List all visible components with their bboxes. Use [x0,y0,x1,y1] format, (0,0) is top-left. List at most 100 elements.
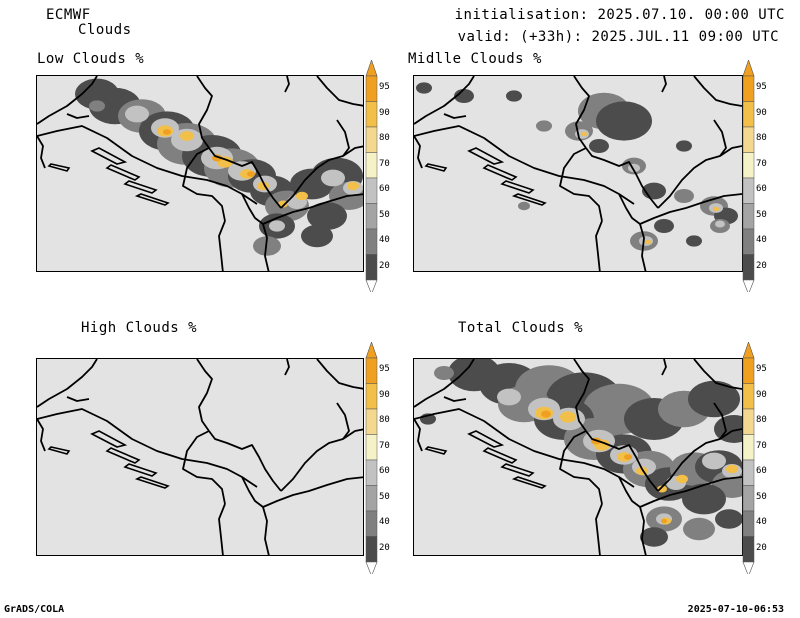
island-outline [482,164,518,181]
colorbar-band-50 [365,203,378,230]
initialisation-time: initialisation: 2025.07.10. 00:00 UTC [454,7,785,23]
colorbar-band-20 [742,536,755,563]
colorbar-label: 95 [756,364,767,374]
colorbar-max-triangle [742,59,755,77]
island-outline [500,180,535,194]
total-clouds-field [414,359,742,555]
high-clouds-title: High Clouds % [81,320,198,336]
border-line [639,506,647,555]
colorbar-label: 40 [379,235,390,245]
border-line [262,476,363,508]
colorbar-min-triangle [742,561,755,577]
cloud-cell [321,169,345,187]
colorbar-label: 70 [379,158,390,169]
colorbar-band-40 [742,510,755,537]
cloud-cell [497,388,521,406]
border-line [316,76,363,107]
colorbar-label: 20 [756,260,767,271]
colorbar-min-triangle [365,561,378,577]
island-outline [511,476,547,489]
cloud-shading [420,359,742,547]
island-outline [511,193,547,206]
border-line [316,359,363,390]
country-borders [37,76,363,271]
cloud-cell [541,410,551,418]
colorbar-label: 80 [379,133,390,143]
cloud-cell [416,82,432,94]
border-line [241,193,264,225]
cloud-cell [180,131,194,141]
colorbar-label: 90 [756,107,767,118]
border-line [573,76,590,149]
total-clouds-title: Total Clouds % [458,320,584,336]
cloud-cell [661,518,667,524]
border-line [280,428,363,492]
border-line [37,408,258,488]
cloud-cell [269,220,285,232]
low-clouds-map [36,75,364,272]
colorbar-max-triangle [742,341,755,359]
border-line [37,418,46,452]
colorbar-label: 50 [379,491,390,502]
colorbar-swatches [742,341,755,577]
colorbar-max-triangle [365,59,378,77]
colorbar-band-90 [365,383,378,410]
cloud-cell [688,380,740,418]
border-line [618,193,641,225]
cloud-cell [714,415,742,443]
colorbar-band-70 [742,152,755,179]
cloud-cell [640,527,668,547]
colorbar-band-80 [742,126,755,153]
border-line [618,476,641,508]
colorbar-band-70 [365,152,378,179]
cloud-cell [163,129,171,135]
colorbar-band-90 [742,383,755,410]
cloud-shading [416,82,738,251]
cloud-cell [560,411,576,423]
border-line [661,76,667,93]
island-outline [424,446,448,455]
colorbar-label: 70 [379,440,390,451]
border-line [218,220,226,271]
cloud-cell [726,464,738,474]
colorbar-label: 50 [756,209,767,220]
low-clouds-field [37,76,363,271]
border-line [262,506,270,555]
cloud-cell [654,219,674,233]
country-borders [414,76,742,271]
cloud-cell [247,171,255,177]
colorbar-high: 95 90 80 70 60 50 40 20 [364,341,400,577]
model-name: ECMWF [46,7,91,23]
colorbar-label: 70 [756,440,767,451]
border-line [585,147,659,209]
cloud-cell [296,191,308,201]
colorbar-band-95 [742,75,755,102]
colorbar-label: 90 [379,389,390,400]
island-outline [123,180,158,194]
colorbar-label: 60 [756,184,767,194]
colorbar-band-20 [742,254,755,281]
border-line [196,76,213,149]
colorbar-label: 95 [379,82,390,92]
cloud-cell [506,90,522,102]
colorbar-label: 60 [756,466,767,476]
colorbar-band-50 [742,485,755,512]
cloud-cell [89,100,105,112]
island-outline [482,447,518,464]
total-clouds-map [413,358,743,556]
border-line [182,147,226,222]
cloud-cell [715,509,742,529]
colorbar-band-50 [365,485,378,512]
cloud-cell [596,101,652,141]
colorbar-band-50 [742,203,755,230]
low-clouds-title: Low Clouds % [37,51,145,67]
footer-timestamp: 2025-07-10-06:53 [687,604,784,615]
cloud-cell [518,201,530,211]
colorbar-label: 20 [379,542,390,553]
border-line [443,113,467,119]
cloud-cell [676,474,688,484]
border-line [585,430,659,492]
border-line [713,119,727,157]
island-outline [500,463,535,477]
colorbar-label: 60 [379,466,390,476]
